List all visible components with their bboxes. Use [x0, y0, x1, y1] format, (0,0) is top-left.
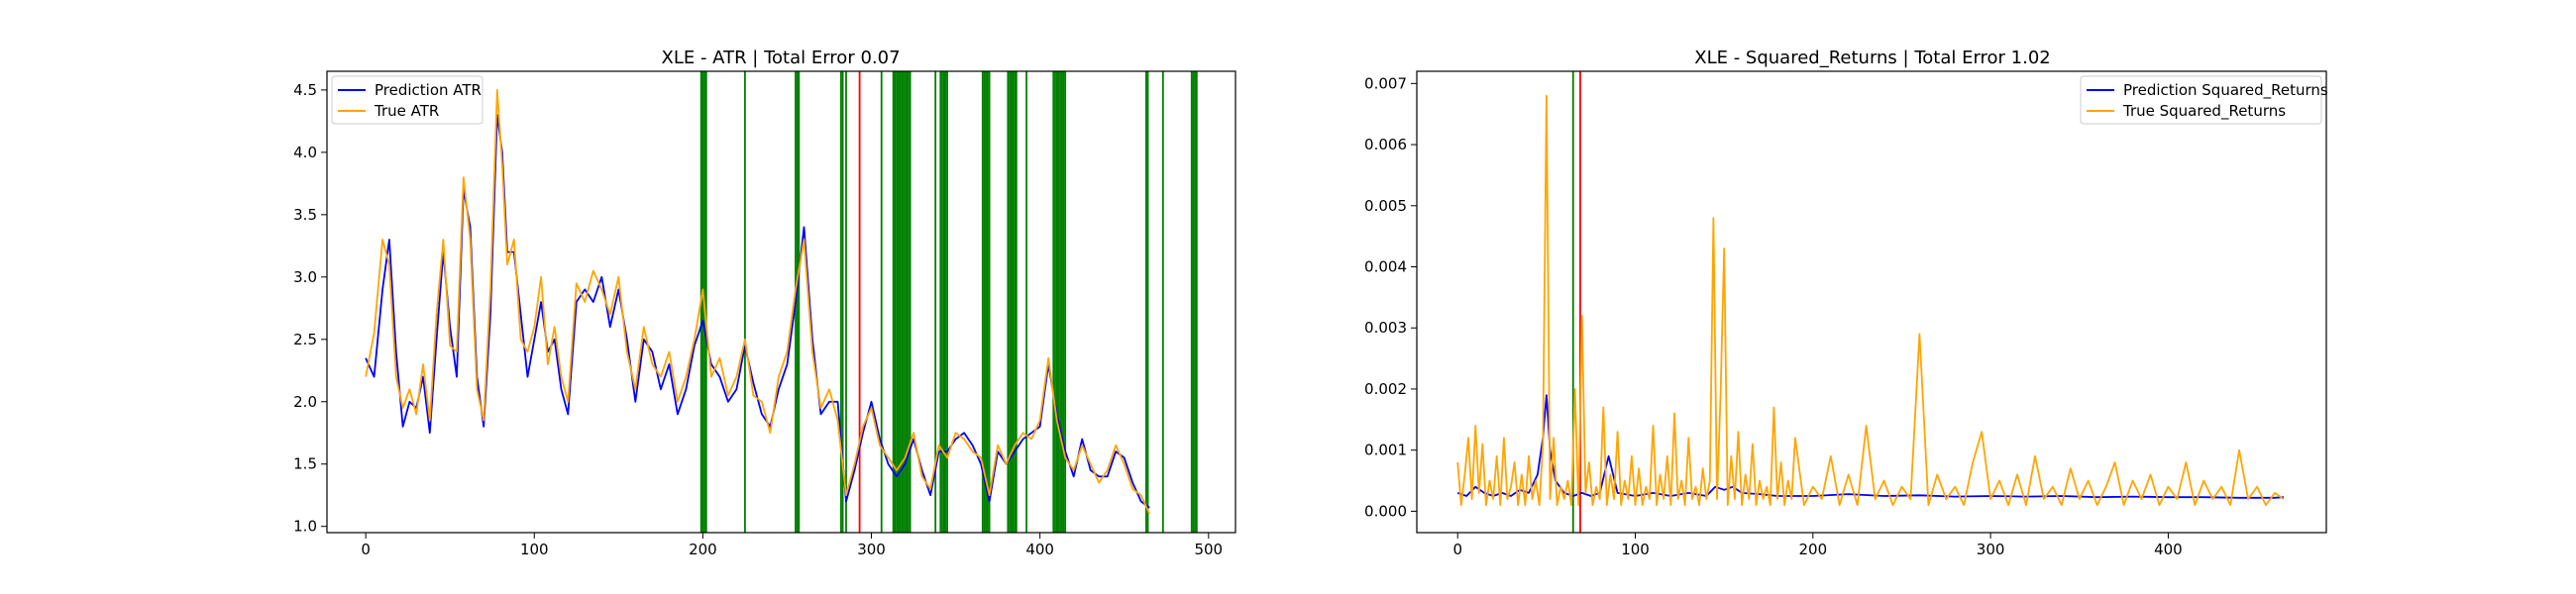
- atr-y-tick-label: 4.5: [293, 81, 317, 99]
- atr-chart: XLE - ATR | Total Error 0.07 0 100 200 300 4…: [293, 48, 1236, 558]
- atr-x-tick-label: 200: [689, 541, 717, 558]
- atr-y-tick-label: 2.5: [293, 331, 317, 348]
- squared-returns-true-line: [1456, 94, 2285, 507]
- atr-legend-box: [331, 75, 483, 125]
- atr-plot-frame: [326, 70, 1236, 534]
- squared-returns-y-axis: 0.000 0.001 0.002 0.003 0.004 0.005 0.006 0.007: [1364, 74, 1417, 520]
- squared-returns-legend-label-prediction: Prediction Squared_Returns: [2123, 81, 2328, 100]
- squared-returns-y-tick-label: 0.006: [1364, 136, 1407, 153]
- squared-returns-x-tick-label: 300: [1977, 541, 2005, 558]
- squared-returns-x-axis: 0 100 200 300 400: [1452, 533, 2183, 558]
- atr-x-axis: 0 100 200 300 400 500: [361, 533, 1223, 558]
- squared-returns-series-lines: [1456, 94, 2285, 507]
- squared-returns-y-tick-label: 0.002: [1364, 380, 1407, 398]
- squared-returns-legend-box: [2080, 75, 2322, 125]
- atr-y-tick-label: 1.5: [293, 455, 317, 473]
- squared-returns-y-tick-label: 0.000: [1364, 502, 1407, 520]
- atr-x-tick-label: 500: [1194, 541, 1223, 558]
- squared-returns-chart-title: XLE - Squared_Returns | Total Error 1.02: [1694, 48, 2051, 68]
- squared-returns-chart: XLE - Squared_Returns | Total Error 1.02…: [1364, 48, 2328, 558]
- atr-chart-title: XLE - ATR | Total Error 0.07: [661, 48, 900, 68]
- squared-returns-legend: Prediction Squared_Returns True Squared_…: [2080, 75, 2328, 125]
- squared-returns-x-tick-label: 400: [2154, 541, 2183, 558]
- atr-true-line: [365, 89, 1151, 515]
- squared-returns-x-tick-label: 200: [1799, 541, 1828, 558]
- squared-returns-legend-label-true: True Squared_Returns: [2122, 102, 2286, 121]
- squared-returns-y-tick-label: 0.001: [1364, 442, 1407, 459]
- atr-x-tick-label: 400: [1025, 541, 1054, 558]
- atr-x-tick-label: 0: [361, 541, 371, 558]
- atr-x-tick-label: 300: [857, 541, 886, 558]
- atr-series-lines: [365, 89, 1151, 515]
- squared-returns-y-tick-label: 0.003: [1364, 319, 1407, 337]
- atr-legend-label-prediction: Prediction ATR: [375, 81, 482, 99]
- squared-returns-y-tick-label: 0.007: [1364, 74, 1407, 92]
- squared-returns-x-tick-label: 0: [1452, 541, 1462, 558]
- atr-y-tick-label: 3.5: [293, 206, 317, 224]
- atr-legend-label-true: True ATR: [374, 102, 439, 120]
- squared-returns-plot-frame: [1416, 70, 2327, 534]
- atr-y-axis: 1.0 1.5 2.0 2.5 3.0 3.5 4.0 4.5: [293, 81, 327, 536]
- squared-returns-y-tick-label: 0.004: [1364, 258, 1407, 276]
- atr-y-tick-label: 3.0: [293, 268, 317, 286]
- squared-returns-y-tick-label: 0.005: [1364, 197, 1407, 215]
- atr-x-tick-label: 100: [520, 541, 549, 558]
- atr-y-tick-label: 1.0: [293, 518, 317, 536]
- atr-y-tick-label: 4.0: [293, 144, 317, 161]
- atr-legend: Prediction ATR True ATR: [331, 75, 483, 125]
- squared-returns-x-tick-label: 100: [1621, 541, 1650, 558]
- atr-y-tick-label: 2.0: [293, 393, 317, 411]
